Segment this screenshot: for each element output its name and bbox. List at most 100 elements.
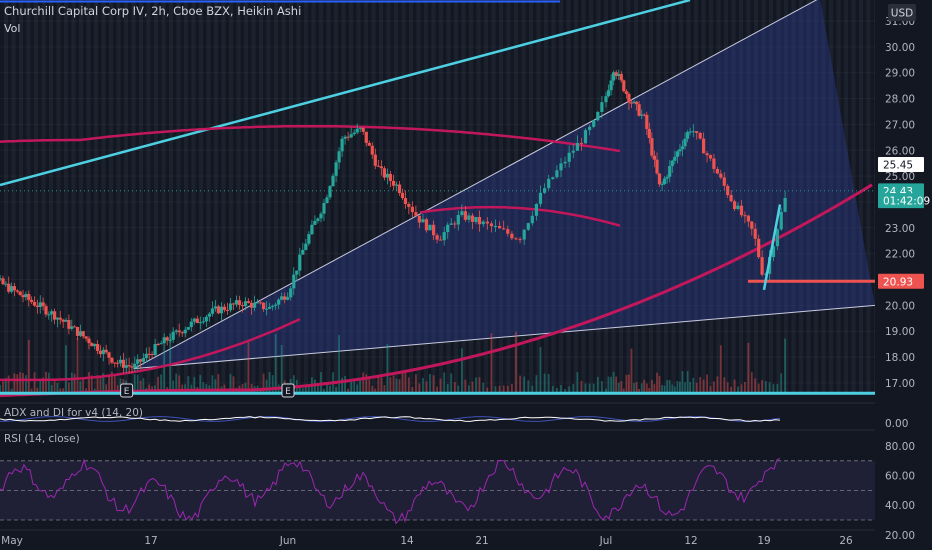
candle <box>310 220 314 236</box>
volume-bar <box>568 386 571 393</box>
rsi-tick-label: 20.00 <box>885 530 915 542</box>
candle <box>424 217 429 233</box>
candle-body <box>739 205 744 216</box>
trend-lines <box>0 0 875 398</box>
candle <box>453 221 457 229</box>
candle <box>90 341 94 347</box>
volume-bar <box>271 375 274 393</box>
volume-bar <box>628 374 630 393</box>
candle-body <box>680 146 685 150</box>
channel-area <box>133 0 876 370</box>
volume-bar <box>607 376 610 393</box>
candle-body <box>400 192 405 198</box>
candle <box>575 135 579 151</box>
grid-stripe <box>109 0 113 395</box>
candle <box>216 304 220 315</box>
time-axis[interactable]: May 17 Jun 14 21 Jul 12 19 26 <box>1 535 853 547</box>
candle-body <box>32 302 37 306</box>
candle-body <box>470 215 475 222</box>
candle-body <box>514 238 518 240</box>
candle <box>729 190 733 203</box>
candle-body <box>617 74 621 76</box>
candle <box>10 282 14 294</box>
volume-bar <box>2 381 4 393</box>
candle-body <box>481 221 485 225</box>
candle <box>256 298 260 304</box>
volume-bar <box>108 375 110 393</box>
candle <box>388 171 392 188</box>
candle-body <box>760 257 764 275</box>
candle <box>253 295 257 312</box>
candle <box>283 292 287 304</box>
candle-body <box>101 349 105 355</box>
volume-bar <box>726 382 729 393</box>
volume-bar <box>389 377 392 393</box>
earnings-marker-label: E <box>285 387 291 397</box>
price-badge: 25.45 <box>878 156 924 172</box>
candle-body <box>210 308 214 314</box>
candle-body <box>44 306 48 315</box>
volume-bar <box>19 372 22 393</box>
candle-body <box>779 211 783 230</box>
volume-bar <box>175 373 178 393</box>
price-tick-label: 20.00 <box>885 300 915 312</box>
price-axis[interactable]: 31.0030.0029.0028.0027.0026.0025.0024.00… <box>875 0 932 542</box>
candle <box>192 317 196 325</box>
candle-body <box>518 239 522 241</box>
candle-body <box>575 142 579 151</box>
candle-body <box>61 319 65 322</box>
candle <box>702 132 706 154</box>
candle <box>670 159 674 173</box>
earnings-marker-box <box>120 383 134 398</box>
grid-stripe <box>656 0 661 395</box>
candle <box>250 300 254 315</box>
grid-stripe <box>439 0 443 395</box>
candle <box>21 289 25 303</box>
volume-bar <box>172 380 175 393</box>
grid-stripe <box>866 0 871 395</box>
volume-bar <box>362 372 365 393</box>
candle-body <box>265 308 269 310</box>
candle-body <box>98 350 102 355</box>
grid-stripe <box>394 0 398 395</box>
price-badge-bg <box>878 273 924 289</box>
volume-bar <box>193 377 196 393</box>
earnings-marker[interactable]: E <box>281 383 295 398</box>
candle-body <box>141 358 145 362</box>
candle <box>397 181 402 196</box>
volume-bar <box>139 380 142 393</box>
volume-bar <box>338 335 340 393</box>
magenta-bowl-mid <box>419 205 621 227</box>
grid-stripe <box>454 0 458 395</box>
candle-body <box>139 359 143 362</box>
candle <box>609 74 613 96</box>
candle-body <box>498 226 502 229</box>
currency-badge[interactable] <box>888 4 916 21</box>
candle-body <box>121 359 125 368</box>
earnings-marker[interactable]: E <box>120 383 134 398</box>
volume-bar <box>519 375 521 393</box>
grid-stripe <box>41 0 46 395</box>
candle <box>506 225 510 237</box>
candle <box>104 344 108 355</box>
volume-bar <box>274 334 277 393</box>
grid-stripe <box>611 0 616 395</box>
volume-bar <box>596 377 599 393</box>
grid-stripe <box>731 0 736 395</box>
candle-body <box>75 327 80 336</box>
grid-stripe <box>169 0 173 395</box>
candle <box>629 99 634 108</box>
price-tick-label: 19.00 <box>885 326 915 338</box>
candle-body <box>64 320 68 322</box>
candle-body <box>432 224 436 236</box>
candle <box>186 326 190 331</box>
volume-bar <box>702 379 705 393</box>
candles[interactable] <box>0 69 787 374</box>
grid-stripe <box>724 0 728 395</box>
volume-bar <box>446 384 449 393</box>
candle <box>234 295 239 308</box>
volume-bar <box>723 377 726 393</box>
candle-body <box>207 313 211 317</box>
rsi-line <box>0 458 781 525</box>
